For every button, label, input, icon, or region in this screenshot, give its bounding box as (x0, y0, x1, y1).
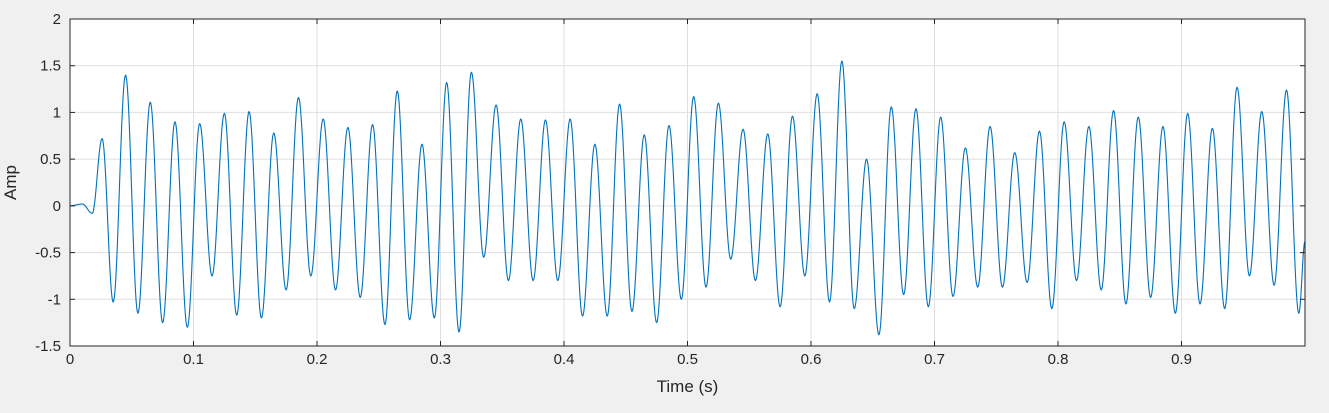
y-tick-label: -0.5 (35, 245, 61, 262)
x-tick-label: 0.1 (183, 351, 204, 368)
x-tick-label: 0.9 (1171, 351, 1192, 368)
x-tick-label: 0.7 (924, 351, 945, 368)
y-tick-label: 0 (53, 198, 61, 215)
grid (70, 19, 1305, 346)
x-tick-label: 0.5 (677, 351, 698, 368)
y-axis-label: Amp (1, 165, 20, 200)
y-tick-label: 1 (53, 104, 61, 121)
x-tick-labels: 0 0.1 0.2 0.3 0.4 0.5 0.6 0.7 0.8 0.9 (66, 351, 1192, 368)
y-tick-label: -1 (48, 291, 61, 308)
y-tick-label: 2 (53, 11, 61, 28)
y-tick-label: 0.5 (40, 151, 61, 168)
series-line (69, 60, 1306, 336)
x-tick-label: 0.6 (801, 351, 822, 368)
y-tick-label: -1.5 (35, 338, 61, 355)
x-tick-label: 0 (66, 351, 74, 368)
x-tick-label: 0.3 (430, 351, 451, 368)
x-tick-label: 0.2 (307, 351, 328, 368)
x-axis-label: Time (s) (657, 377, 719, 396)
y-tick-labels: -1.5 -1 -0.5 0 0.5 1 1.5 2 (35, 11, 61, 355)
x-tick-label: 0.8 (1048, 351, 1069, 368)
x-tick-label: 0.4 (554, 351, 575, 368)
y-tick-label: 1.5 (40, 58, 61, 75)
ticks (69, 18, 1305, 347)
